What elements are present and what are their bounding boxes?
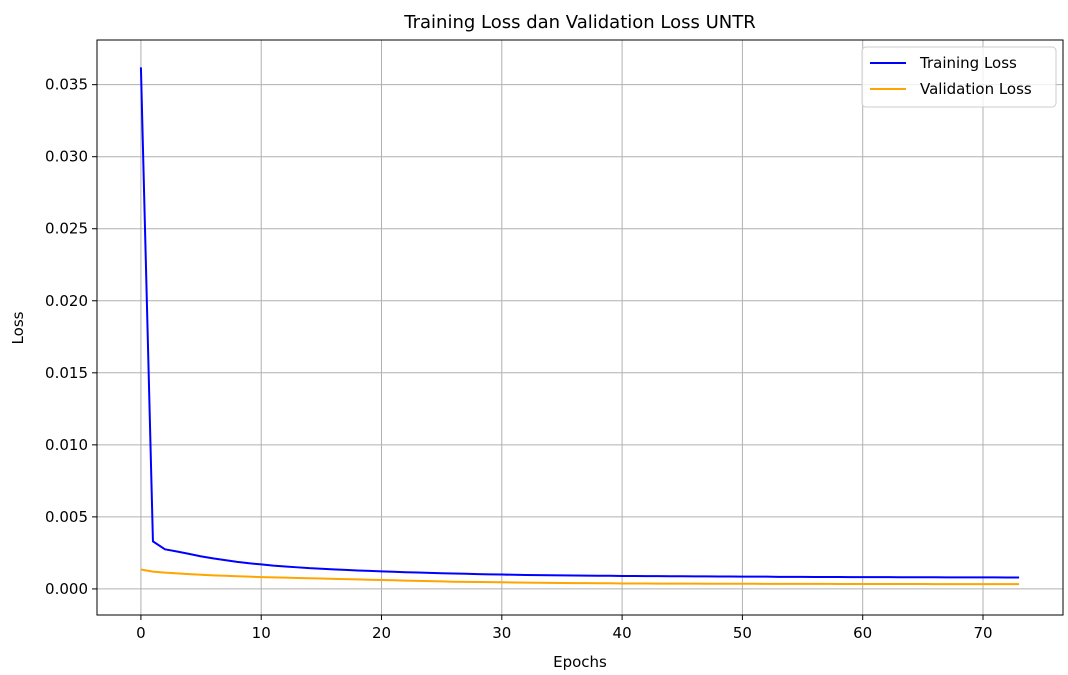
legend: Training Loss Validation Loss	[861, 46, 1057, 108]
y-tick-label: 0.035	[45, 76, 88, 94]
x-tick-label: 10	[252, 624, 271, 642]
x-tick-label: 70	[973, 624, 992, 642]
x-tick-label: 20	[372, 624, 391, 642]
y-tick-label: 0.000	[45, 580, 88, 598]
grid	[97, 40, 1063, 615]
series-line-validation-loss	[140, 568, 1020, 586]
plot-frame	[96, 39, 1064, 616]
x-axis-label: Epochs	[553, 653, 607, 671]
x-tick-label: 40	[613, 624, 632, 642]
y-tick-label: 0.015	[45, 364, 88, 382]
y-tick-label: 0.030	[45, 148, 88, 166]
y-axis-label: Loss	[9, 311, 27, 344]
y-axis-ticks: 0.000 0.005 0.010 0.015 0.020 0.025 0.030 0.035	[45, 76, 97, 598]
series-line-training-loss	[139, 67, 1020, 579]
series-lines	[139, 67, 1020, 586]
y-tick-label: 0.005	[45, 508, 88, 526]
chart-title: Training Loss dan Validation Loss UNTR	[403, 12, 755, 33]
x-axis-ticks: 0 10 20 30 40 50 60 70	[136, 615, 993, 642]
x-tick-label: 30	[492, 624, 511, 642]
legend-label-training-loss: Training Loss	[919, 54, 1017, 72]
y-tick-label: 0.025	[45, 220, 88, 238]
x-tick-label: 60	[853, 624, 872, 642]
y-tick-label: 0.010	[45, 436, 88, 454]
x-tick-label: 50	[733, 624, 752, 642]
legend-box	[861, 46, 1057, 108]
y-tick-label: 0.020	[45, 292, 88, 310]
x-tick-label: 0	[136, 624, 146, 642]
legend-label-validation-loss: Validation Loss	[920, 80, 1032, 98]
